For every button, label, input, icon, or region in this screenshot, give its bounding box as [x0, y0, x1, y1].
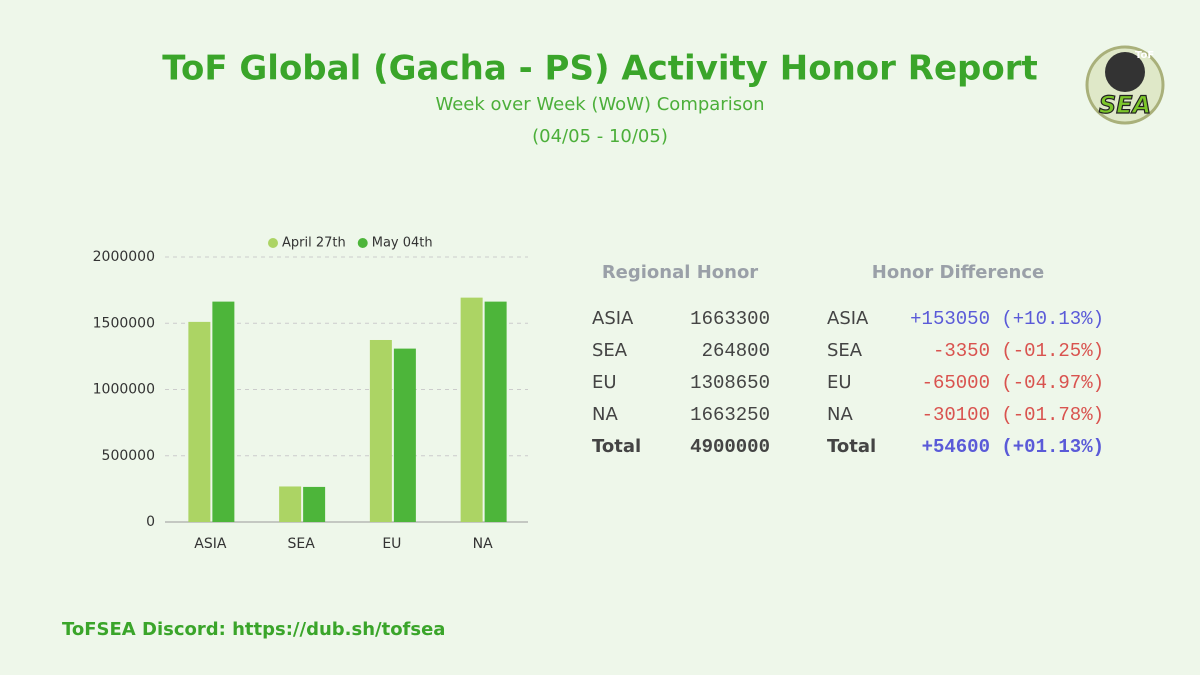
- bar-chart: 0 500000 1000000 1500000 2000000 April 27th Ma…: [93, 236, 528, 552]
- row-value: +153050 (+10.13%): [910, 308, 1104, 330]
- y-tick-label: 0: [146, 514, 155, 530]
- date-range: (04/05 - 10/05): [532, 126, 668, 147]
- y-tick-label: 500000: [102, 448, 155, 464]
- bar: [393, 348, 416, 522]
- row-value: 1663300: [690, 308, 770, 330]
- row-value: 264800: [702, 340, 770, 362]
- y-tick-label: 1500000: [93, 315, 155, 331]
- bar: [369, 339, 392, 522]
- logo-text: SEA: [1099, 91, 1151, 119]
- bar: [279, 486, 302, 522]
- row-value: 1663250: [690, 404, 770, 426]
- bar: [303, 486, 326, 522]
- row-label: ASIA: [592, 308, 634, 329]
- logo-top: ToF: [1135, 50, 1154, 61]
- subtitle: Week over Week (WoW) Comparison: [435, 94, 764, 115]
- bar: [212, 301, 235, 522]
- row-label: NA: [592, 404, 618, 425]
- tables: Regional Honor ASIA 1663300 SEA 264800 EU 1308…: [592, 262, 1104, 458]
- row-value: +54600 (+01.13%): [922, 436, 1104, 458]
- row-label: EU: [827, 372, 852, 393]
- x-tick-label: NA: [473, 536, 493, 552]
- row-label: Total: [827, 436, 876, 457]
- table-title: Regional Honor: [602, 262, 758, 283]
- row-label: ASIA: [827, 308, 869, 329]
- y-tick-label: 2000000: [93, 249, 155, 265]
- row-value: -30100 (-01.78%): [922, 404, 1104, 426]
- y-tick-label: 1000000: [93, 382, 155, 398]
- table-title: Honor Difference: [872, 262, 1044, 283]
- row-value: 4900000: [690, 436, 770, 458]
- legend-label: April 27th: [282, 236, 346, 251]
- bar: [188, 321, 211, 522]
- row-value: -3350 (-01.25%): [933, 340, 1104, 362]
- x-tick-label: EU: [382, 536, 401, 552]
- x-tick-label: SEA: [287, 536, 315, 552]
- footer: ToFSEA Discord: https://dub.sh/tofsea: [62, 619, 445, 640]
- title: ToF Global (Gacha - PS) Activity Honor R…: [162, 49, 1037, 89]
- row-label: SEA: [592, 340, 628, 361]
- bar: [484, 301, 507, 522]
- row-label: Total: [592, 436, 641, 457]
- legend-label: May 04th: [372, 236, 433, 251]
- row-value: -65000 (-04.97%): [922, 372, 1104, 394]
- x-tick-label: ASIA: [194, 536, 227, 552]
- legend-swatch: [268, 238, 278, 248]
- row-label: NA: [827, 404, 853, 425]
- logo: ToF SEA: [1085, 45, 1165, 125]
- row-label: EU: [592, 372, 617, 393]
- logo-face: [1105, 52, 1145, 92]
- bar: [460, 297, 483, 522]
- row-label: SEA: [827, 340, 863, 361]
- row-value: 1308650: [690, 372, 770, 394]
- legend-swatch: [357, 238, 368, 248]
